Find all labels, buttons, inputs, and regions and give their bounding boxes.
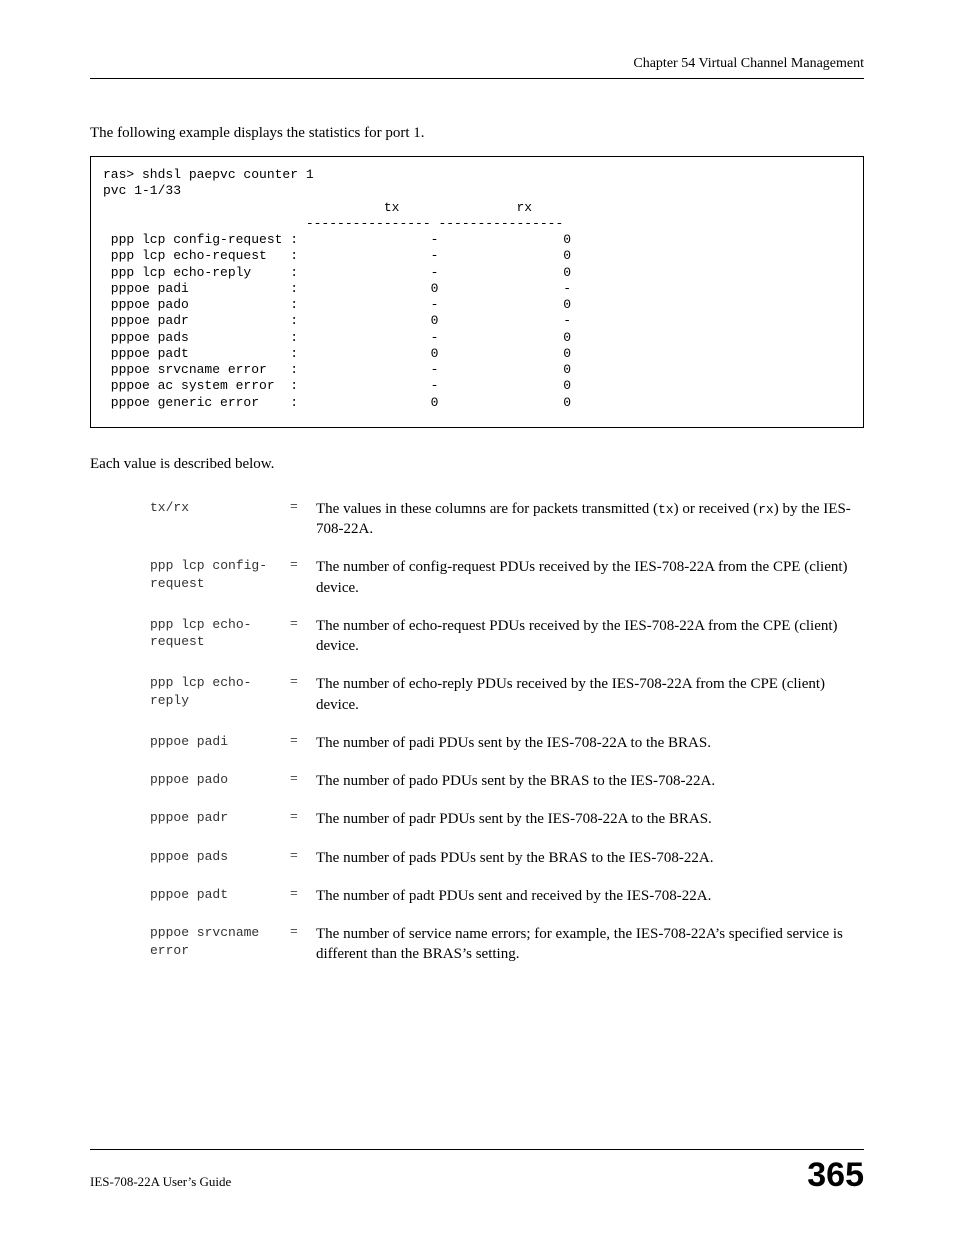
definition-term: ppp lcp echo- reply: [150, 674, 290, 709]
definition-term: pppoe padt: [150, 886, 290, 904]
definition-description: The number of echo-request PDUs received…: [316, 616, 864, 657]
definition-row: pppoe srvcname error=The number of servi…: [150, 924, 864, 965]
definition-description: The number of padt PDUs sent and receive…: [316, 886, 864, 906]
definition-term: ppp lcp config- request: [150, 557, 290, 592]
footer: IES-708-22A User’s Guide 365: [90, 1149, 864, 1195]
equals-sign: =: [290, 809, 316, 824]
definition-row: pppoe pado=The number of pado PDUs sent …: [150, 771, 864, 791]
equals-sign: =: [290, 616, 316, 631]
definition-row: ppp lcp echo- reply=The number of echo-r…: [150, 674, 864, 715]
definition-row: pppoe pads=The number of pads PDUs sent …: [150, 848, 864, 868]
equals-sign: =: [290, 848, 316, 863]
definition-row: tx/rx=The values in these columns are fo…: [150, 499, 864, 540]
definition-description: The number of pado PDUs sent by the BRAS…: [316, 771, 864, 791]
definition-row: pppoe padr=The number of padr PDUs sent …: [150, 809, 864, 829]
definition-row: ppp lcp config- request=The number of co…: [150, 557, 864, 598]
definition-term: pppoe pads: [150, 848, 290, 866]
footer-rule: [90, 1149, 864, 1150]
header-rule: [90, 78, 864, 79]
definition-term: pppoe padi: [150, 733, 290, 751]
definition-row: pppoe padt=The number of padt PDUs sent …: [150, 886, 864, 906]
code-block: ras> shdsl paepvc counter 1 pvc 1-1/33 t…: [90, 156, 864, 428]
header-chapter: Chapter 54 Virtual Channel Management: [90, 56, 864, 72]
definition-description: The number of padi PDUs sent by the IES-…: [316, 733, 864, 753]
equals-sign: =: [290, 733, 316, 748]
equals-sign: =: [290, 771, 316, 786]
equals-sign: =: [290, 499, 316, 514]
definition-description: The number of config-request PDUs receiv…: [316, 557, 864, 598]
equals-sign: =: [290, 886, 316, 901]
definition-table: tx/rx=The values in these columns are fo…: [150, 499, 864, 965]
definition-description: The values in these columns are for pack…: [316, 499, 864, 540]
definition-term: pppoe pado: [150, 771, 290, 789]
definition-row: pppoe padi=The number of padi PDUs sent …: [150, 733, 864, 753]
equals-sign: =: [290, 674, 316, 689]
footer-page-number: 365: [807, 1156, 864, 1195]
desc-intro: Each value is described below.: [90, 456, 864, 473]
definition-description: The number of echo-reply PDUs received b…: [316, 674, 864, 715]
intro-text: The following example displays the stati…: [90, 125, 864, 142]
equals-sign: =: [290, 557, 316, 572]
definition-term: pppoe padr: [150, 809, 290, 827]
definition-description: The number of pads PDUs sent by the BRAS…: [316, 848, 864, 868]
page: Chapter 54 Virtual Channel Management Th…: [0, 0, 954, 1235]
definition-term: tx/rx: [150, 499, 290, 517]
definition-term: ppp lcp echo- request: [150, 616, 290, 651]
definition-term: pppoe srvcname error: [150, 924, 290, 959]
footer-guide-name: IES-708-22A User’s Guide: [90, 1174, 231, 1190]
definition-description: The number of service name errors; for e…: [316, 924, 864, 965]
definition-description: The number of padr PDUs sent by the IES-…: [316, 809, 864, 829]
equals-sign: =: [290, 924, 316, 939]
definition-row: ppp lcp echo- request=The number of echo…: [150, 616, 864, 657]
